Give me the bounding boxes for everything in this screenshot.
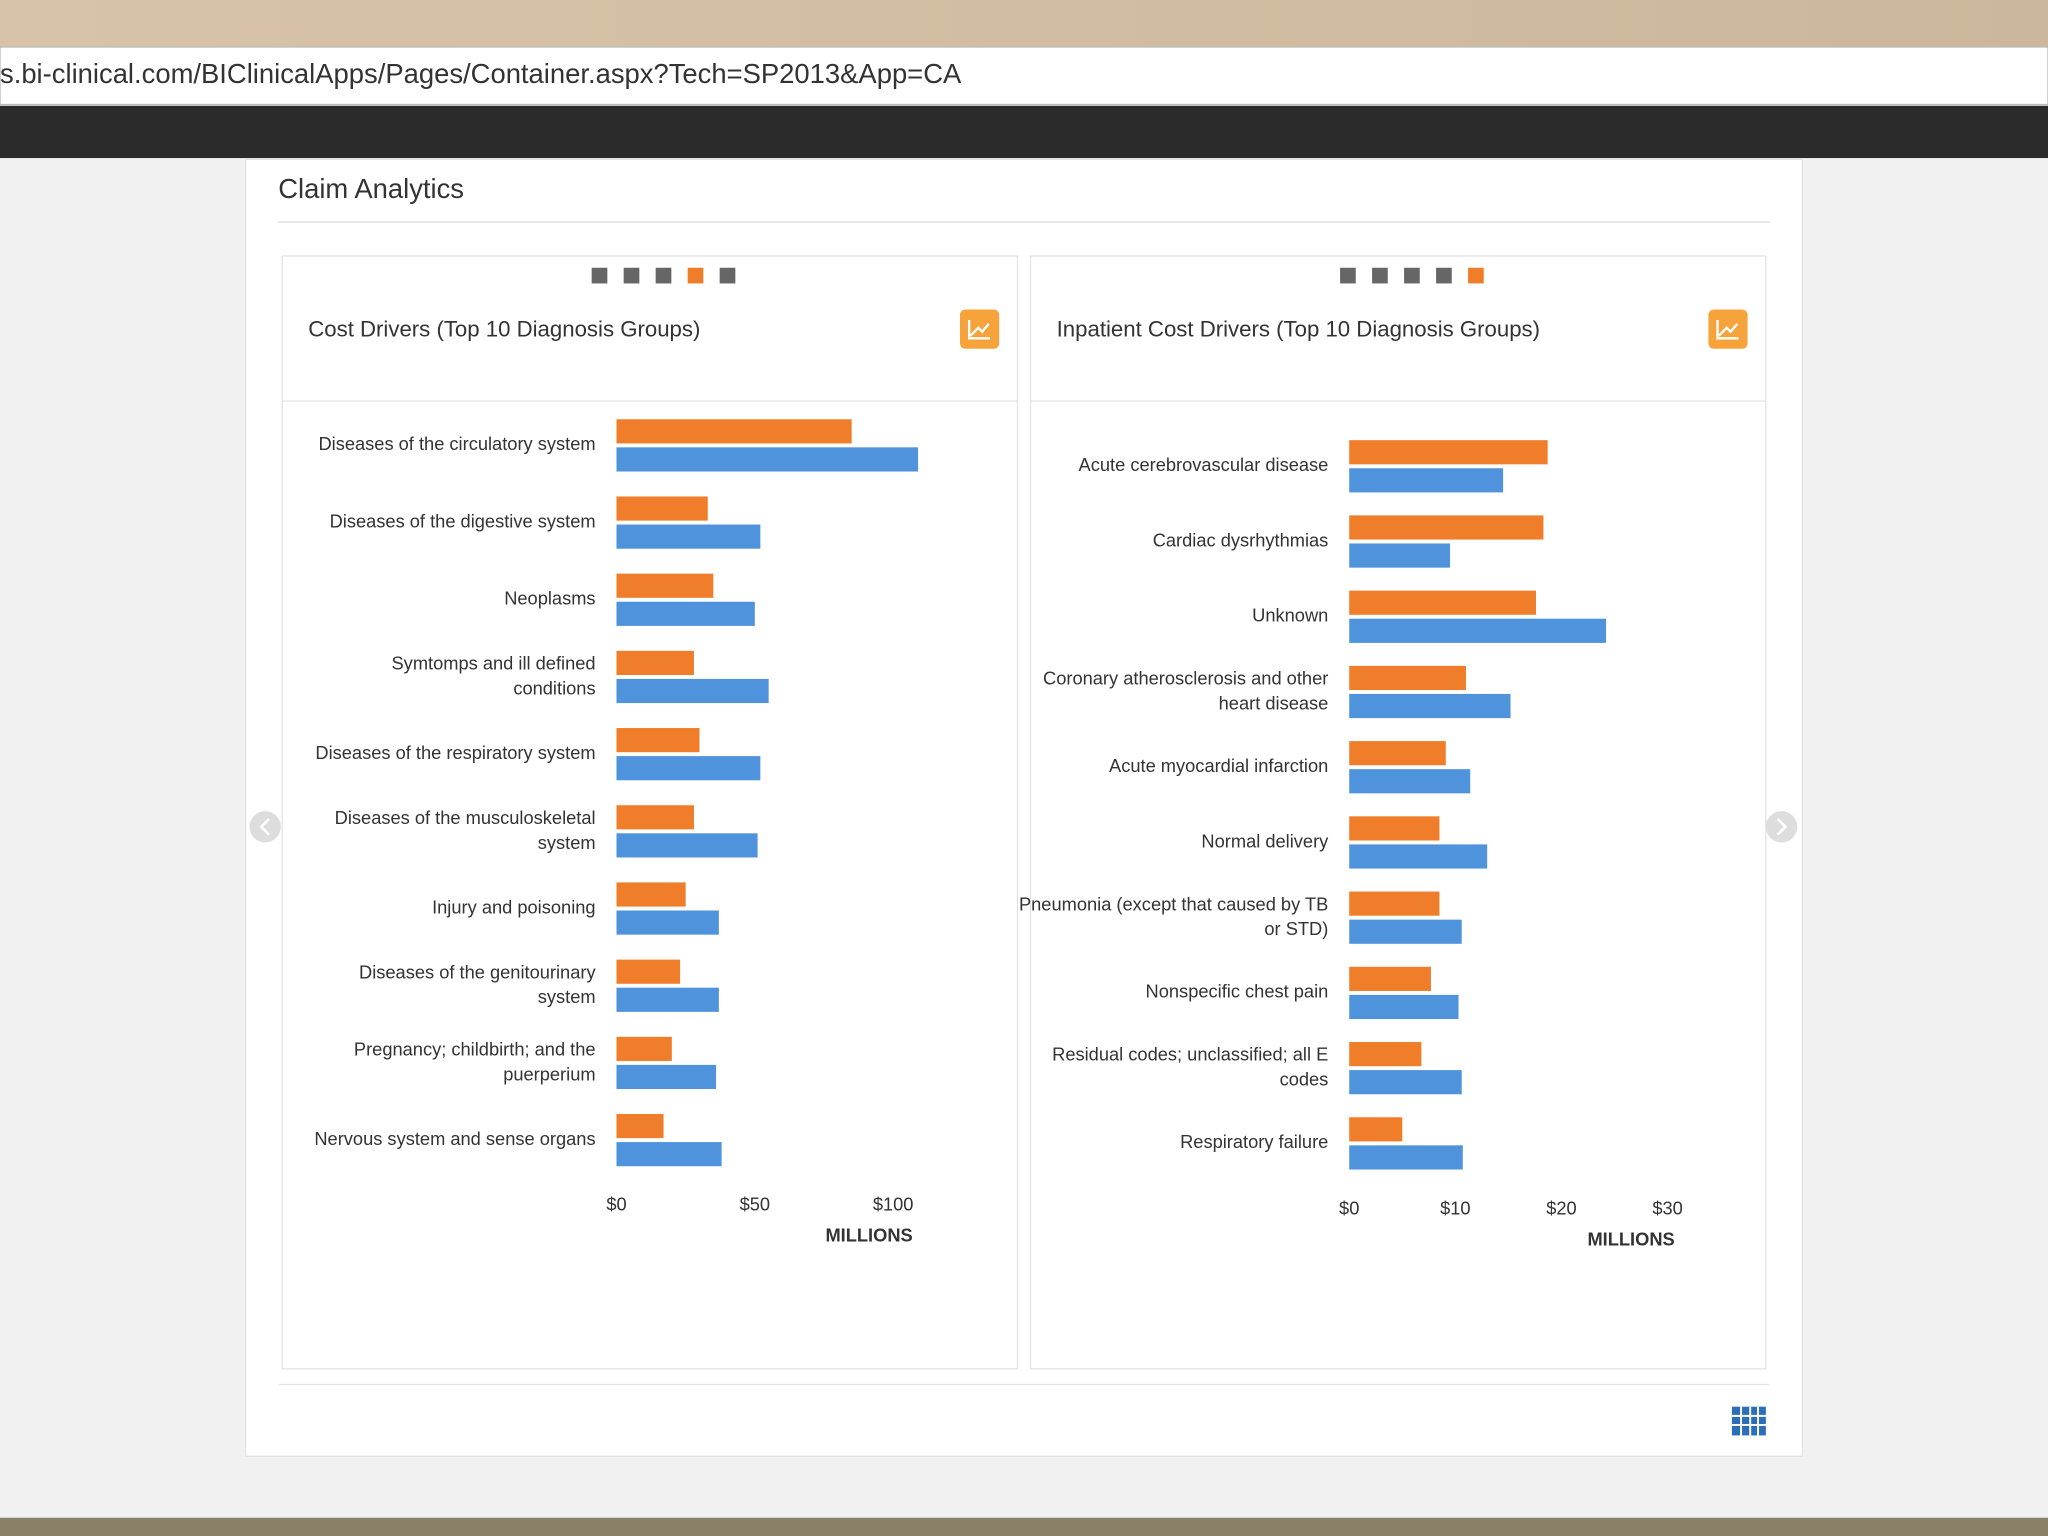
window-titlebar xyxy=(0,0,2048,48)
bar xyxy=(616,882,686,907)
bar xyxy=(616,805,694,830)
bar xyxy=(1349,543,1451,568)
x-tick-label: $20 xyxy=(1546,1197,1576,1218)
page-dot[interactable] xyxy=(623,267,640,284)
url[interactable]: s.bi-clinical.com/BIClinicalApps/Pages/C… xyxy=(0,58,962,89)
bar xyxy=(616,959,681,984)
bar xyxy=(616,573,714,598)
bar xyxy=(616,1036,672,1061)
category-label: Pregnancy; childbirth; and the puerperium xyxy=(354,1038,596,1084)
bar xyxy=(1349,693,1511,719)
page-dot[interactable] xyxy=(1404,267,1420,284)
bar xyxy=(616,910,719,935)
bar xyxy=(1349,966,1431,991)
nav-bar xyxy=(0,105,2048,159)
page-dot[interactable] xyxy=(1436,267,1452,284)
grid-icon[interactable] xyxy=(1731,1406,1766,1436)
bar xyxy=(1349,1117,1403,1142)
bar xyxy=(1349,1042,1422,1067)
bar xyxy=(1349,891,1440,916)
bar xyxy=(616,650,694,676)
x-tick-label: $10 xyxy=(1440,1197,1470,1218)
x-tick-label: $30 xyxy=(1652,1197,1682,1218)
bar xyxy=(1349,618,1607,643)
page-dot[interactable] xyxy=(591,267,608,284)
category-label: Diseases of the genitourinary system xyxy=(359,961,596,1007)
category-label: Respiratory failure xyxy=(1180,1131,1328,1152)
category-label: Nonspecific chest pain xyxy=(1146,981,1329,1002)
bar xyxy=(1349,468,1504,493)
chart-title: Inpatient Cost Drivers (Top 10 Diagnosis… xyxy=(1057,316,1540,341)
category-label: Pneumonia (except that caused by TB or ST… xyxy=(1019,893,1328,939)
bar xyxy=(1349,769,1471,794)
prev-arrow xyxy=(259,818,270,836)
bar xyxy=(616,756,761,781)
category-label: Diseases of the circulatory system xyxy=(318,433,595,454)
x-tick-label: $50 xyxy=(740,1193,770,1214)
x-tick-label: $0 xyxy=(1339,1197,1359,1218)
page-dot[interactable] xyxy=(1340,267,1356,284)
bar xyxy=(616,524,761,549)
bar xyxy=(616,1142,722,1167)
bar xyxy=(616,678,769,704)
category-label: Diseases of the digestive system xyxy=(330,510,596,531)
bar xyxy=(1349,919,1462,944)
bar xyxy=(1349,816,1440,841)
category-label: Cardiac dysrhythmias xyxy=(1153,529,1329,550)
category-label: Neoplasms xyxy=(504,588,595,609)
category-label: Coronary atherosclerosis and other heart … xyxy=(1043,667,1328,713)
category-label: Unknown xyxy=(1252,605,1328,626)
bar xyxy=(616,728,700,753)
category-label: Diseases of the musculoskeletal system xyxy=(335,807,596,853)
x-axis-label: MILLIONS xyxy=(825,1225,912,1246)
x-tick-label: $0 xyxy=(606,1193,626,1214)
next-arrow xyxy=(1776,818,1788,836)
bar xyxy=(1349,665,1466,691)
bar xyxy=(1349,515,1544,540)
bar xyxy=(1349,1070,1462,1095)
bar xyxy=(616,419,852,444)
card-title: Claim Analytics xyxy=(278,173,464,204)
bar xyxy=(1349,590,1536,615)
page-dot[interactable] xyxy=(719,267,736,284)
bar xyxy=(616,1113,664,1139)
next-button[interactable] xyxy=(1765,811,1798,843)
x-tick-label: $100 xyxy=(873,1193,914,1214)
category-label: Normal delivery xyxy=(1201,830,1329,851)
bar xyxy=(616,1064,717,1090)
bar xyxy=(616,447,919,472)
category-label: Diseases of the respiratory system xyxy=(315,742,595,763)
bar xyxy=(1349,844,1488,869)
taskbar xyxy=(0,1517,2048,1536)
bar xyxy=(1349,1145,1463,1170)
category-label: Nervous system and sense organs xyxy=(314,1128,595,1149)
chart-icon-glyph xyxy=(967,320,991,340)
x-axis-label: MILLIONS xyxy=(1587,1229,1674,1250)
category-label: Acute myocardial infarction xyxy=(1109,755,1328,776)
bar xyxy=(1349,741,1446,766)
page-dot[interactable] xyxy=(1372,267,1388,284)
category-label: Symtomps and ill defined conditions xyxy=(392,652,596,698)
bar xyxy=(1349,994,1459,1020)
chart-title: Cost Drivers (Top 10 Diagnosis Groups) xyxy=(308,316,700,341)
page-dot[interactable] xyxy=(655,267,672,284)
page-dot[interactable] xyxy=(1468,267,1484,284)
category-label: Acute cerebrovascular disease xyxy=(1079,454,1329,475)
page-dot[interactable] xyxy=(687,267,704,284)
address-bar[interactable] xyxy=(0,46,2048,106)
bar xyxy=(616,833,758,858)
bar xyxy=(616,496,708,521)
bar xyxy=(1349,440,1548,465)
prev-button[interactable] xyxy=(249,811,281,843)
bar xyxy=(616,987,719,1012)
bar xyxy=(616,601,755,626)
category-label: Injury and poisoning xyxy=(432,896,596,917)
chart-icon-glyph xyxy=(1716,320,1739,340)
